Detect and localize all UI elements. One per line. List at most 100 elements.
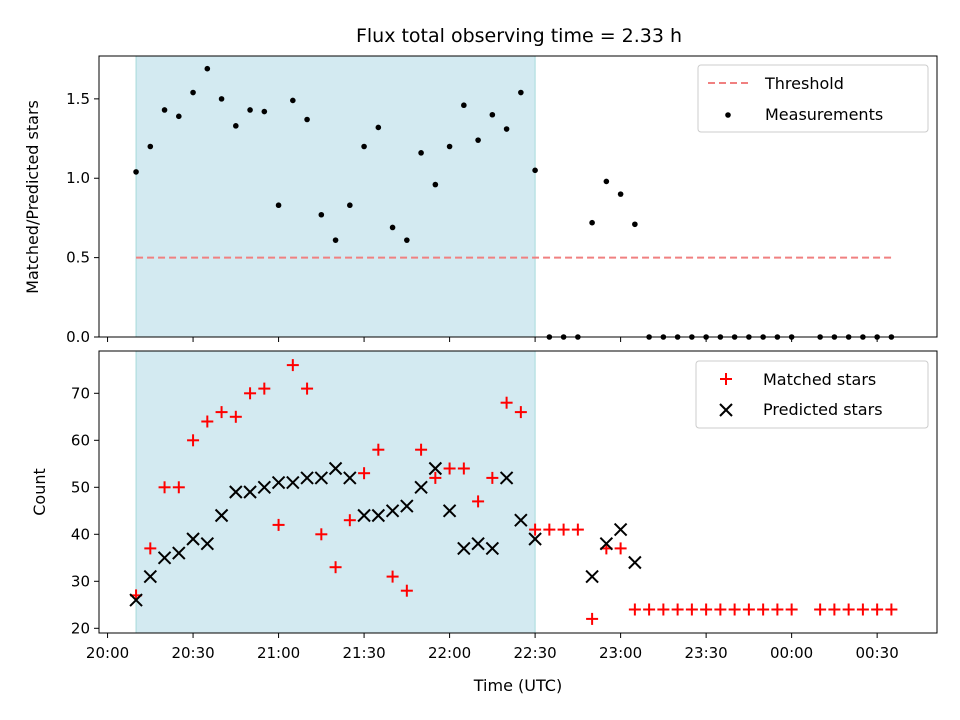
measurement-point	[461, 102, 467, 109]
top-panel: 0.0 0.5 1.0 1.5 Matched/Predicted stars Thr…	[23, 55, 938, 346]
matched-star-point	[586, 612, 599, 625]
measurement-point	[446, 143, 453, 150]
y-tick-label: 40	[71, 525, 90, 543]
predicted-star-point	[628, 555, 642, 570]
bottom-legend-box	[695, 360, 929, 429]
measurement-point	[589, 219, 595, 226]
matched-star-point	[856, 603, 869, 616]
predicted-star-point	[200, 536, 215, 551]
predicted-star-point	[613, 522, 628, 537]
bottom-y-ticks: 20 30 40 50 60 70	[71, 384, 99, 637]
x-tick-label: 22:00	[428, 644, 471, 662]
matched-star-point	[728, 603, 741, 616]
measurement-point	[603, 178, 610, 185]
measurement-point	[247, 107, 253, 113]
predicted-star-point	[514, 513, 528, 527]
measurement-point	[275, 202, 282, 209]
x-tick-label: 20:00	[86, 644, 129, 662]
legend-threshold-label: Threshold	[764, 74, 844, 93]
measurement-point	[418, 150, 424, 156]
matched-star-point	[158, 481, 171, 494]
legend-matched-label: Matched stars	[763, 370, 876, 389]
predicted-star-point	[385, 504, 400, 518]
matched-star-point	[529, 523, 542, 536]
matched-star-point	[671, 603, 684, 616]
measurement-point	[204, 65, 211, 72]
measurement-point	[161, 107, 168, 113]
matched-star-point	[301, 382, 314, 395]
legend-measurement-swatch	[725, 112, 731, 118]
predicted-star-point	[286, 475, 300, 490]
x-tick-label: 21:30	[342, 644, 385, 662]
top-legend: Threshold Measurements	[697, 64, 929, 133]
matched-star-point	[757, 603, 770, 616]
top-y-ticks: 0.0 0.5 1.0 1.5	[66, 90, 99, 346]
legend-predicted-swatch	[719, 403, 733, 417]
measurement-point	[133, 169, 139, 175]
measurement-point	[475, 137, 481, 143]
measurement-point	[389, 224, 396, 231]
matched-star-point	[885, 603, 898, 616]
predicted-star-point	[585, 569, 599, 584]
bottom-highlight-span	[136, 351, 536, 633]
predicted-star-point	[214, 508, 229, 523]
matched-star-point	[614, 542, 627, 555]
matched-star-point	[571, 523, 584, 536]
measurement-points	[133, 65, 895, 340]
matched-star-point	[229, 410, 242, 423]
predicted-star-point	[172, 546, 186, 560]
bottom-axes-frame	[98, 350, 938, 634]
matched-star-points	[130, 359, 898, 625]
measurement-point	[375, 124, 382, 131]
matched-star-point	[244, 387, 257, 400]
matched-star-point	[343, 514, 356, 527]
predicted-star-point	[428, 461, 443, 476]
bottom-panel: 20:00 20:30 21:00 21:30 22:00 22:30 23:00 23:30…	[30, 350, 938, 695]
matched-star-point	[201, 415, 214, 428]
top-axes-frame	[98, 55, 938, 338]
matched-star-point	[472, 495, 485, 508]
top-highlight-span	[136, 56, 536, 337]
matched-star-point	[500, 396, 513, 409]
measurement-point	[176, 113, 182, 120]
matched-star-point	[486, 471, 499, 484]
matched-star-point	[329, 561, 342, 574]
x-tick-label: 20:30	[171, 644, 214, 662]
matched-star-point	[286, 359, 299, 372]
predicted-star-point	[599, 536, 614, 551]
matched-star-point	[628, 603, 641, 616]
predicted-star-point	[371, 508, 386, 523]
matched-star-point	[443, 462, 456, 475]
predicted-star-points	[129, 461, 642, 607]
matched-star-point	[643, 603, 656, 616]
matched-star-point	[700, 603, 713, 616]
matched-star-point	[714, 603, 727, 616]
matched-star-point	[400, 584, 413, 597]
y-tick-label: 50	[71, 478, 90, 496]
predicted-star-point	[528, 532, 542, 546]
measurement-point	[347, 202, 353, 209]
y-tick-label: 30	[71, 572, 90, 590]
predicted-star-point	[457, 541, 471, 556]
matched-star-point	[457, 462, 470, 475]
matched-star-point	[685, 603, 698, 616]
matched-star-point	[557, 523, 570, 536]
matched-star-point	[258, 382, 271, 395]
y-tick-label: 70	[71, 384, 90, 402]
predicted-star-point	[229, 485, 243, 499]
matched-star-point	[358, 467, 371, 480]
y-tick-label: 1.5	[66, 90, 90, 108]
measurement-point	[318, 211, 325, 218]
bottom-x-ticks: 20:00 20:30 21:00 21:30 22:00 22:30 23:00 23:30…	[86, 633, 899, 662]
matched-star-point	[828, 603, 841, 616]
x-tick-label: 00:30	[856, 644, 899, 662]
predicted-star-point	[328, 461, 343, 476]
matched-star-point	[657, 603, 670, 616]
predicted-star-point	[257, 480, 272, 495]
matched-star-point	[514, 406, 527, 419]
matched-star-point	[771, 603, 784, 616]
matched-star-point	[272, 518, 285, 531]
matched-star-point	[814, 603, 827, 616]
measurement-point	[518, 89, 524, 96]
